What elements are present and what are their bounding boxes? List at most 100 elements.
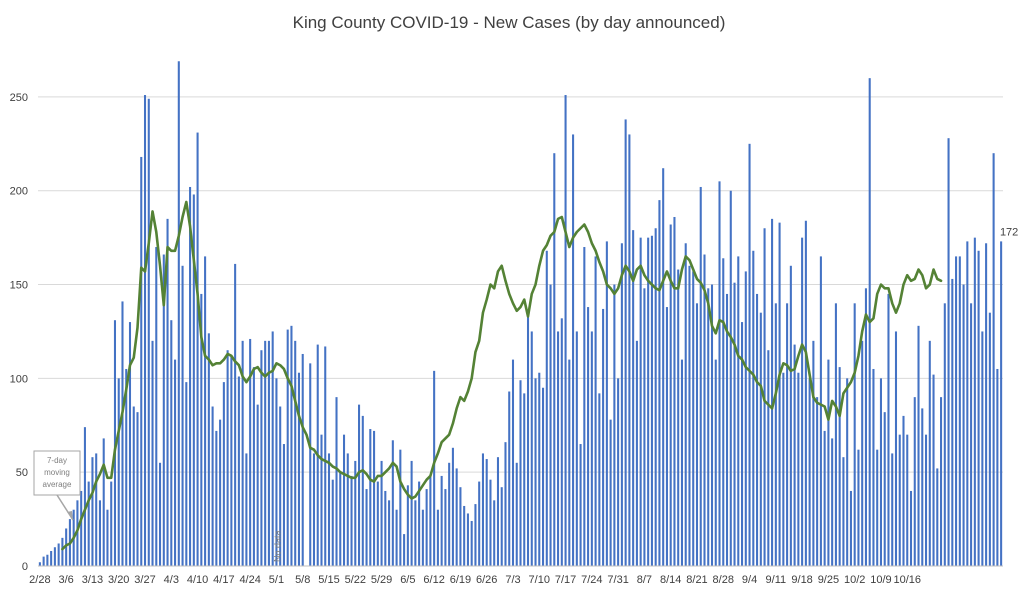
x-tick-label: 3/20 bbox=[108, 574, 129, 586]
bar bbox=[275, 378, 278, 566]
bar bbox=[493, 500, 496, 566]
bar bbox=[767, 350, 770, 566]
bar bbox=[748, 143, 751, 566]
bar bbox=[358, 404, 361, 566]
bar bbox=[981, 331, 984, 566]
bar bbox=[598, 393, 601, 566]
bar bbox=[151, 340, 154, 566]
x-tick-label: 4/24 bbox=[239, 574, 260, 586]
bar bbox=[335, 397, 338, 566]
bar bbox=[312, 453, 316, 566]
x-tick-label: 9/4 bbox=[742, 574, 757, 586]
bar bbox=[38, 562, 41, 566]
bar bbox=[940, 397, 943, 566]
bar bbox=[189, 186, 192, 566]
bar bbox=[83, 427, 86, 566]
bar bbox=[958, 256, 961, 566]
bar bbox=[530, 331, 533, 566]
bar bbox=[204, 256, 207, 566]
bar bbox=[872, 368, 875, 566]
bar bbox=[966, 241, 969, 566]
bar bbox=[808, 378, 811, 566]
x-tick-label: 9/11 bbox=[766, 574, 787, 586]
bar bbox=[286, 329, 289, 566]
bar bbox=[786, 303, 789, 566]
x-tick-label: 7/31 bbox=[607, 574, 628, 586]
bar bbox=[80, 490, 83, 566]
bar bbox=[174, 359, 177, 566]
bar bbox=[519, 380, 522, 566]
x-tick-label: 3/6 bbox=[59, 574, 74, 586]
bar bbox=[793, 344, 796, 566]
bar bbox=[249, 338, 252, 566]
y-tick-label: 100 bbox=[10, 373, 28, 385]
bar bbox=[857, 449, 860, 566]
bar bbox=[632, 230, 635, 566]
bar bbox=[564, 95, 567, 566]
bar bbox=[816, 397, 819, 566]
annotation-callout-box bbox=[33, 450, 81, 496]
bar bbox=[804, 220, 807, 566]
bar bbox=[789, 265, 792, 566]
bar bbox=[290, 325, 293, 566]
bar bbox=[819, 256, 822, 566]
bar bbox=[725, 293, 729, 566]
bar bbox=[849, 490, 852, 566]
bar bbox=[710, 284, 714, 566]
bar bbox=[752, 250, 755, 566]
bar bbox=[560, 318, 563, 566]
chart-title: King County COVID-19 - New Cases (by day… bbox=[293, 13, 726, 32]
bar bbox=[996, 368, 999, 566]
bar-series bbox=[38, 61, 1003, 567]
bar bbox=[951, 278, 954, 566]
bar bbox=[237, 376, 240, 566]
bar bbox=[279, 406, 282, 566]
y-tick-label: 150 bbox=[10, 280, 28, 292]
bar bbox=[87, 481, 90, 566]
bar bbox=[260, 350, 263, 566]
bar bbox=[95, 453, 98, 566]
bar bbox=[718, 181, 721, 566]
bar bbox=[403, 534, 406, 566]
bar bbox=[65, 528, 68, 566]
bar bbox=[421, 509, 424, 566]
x-tick-label: 6/5 bbox=[400, 574, 415, 586]
bar bbox=[470, 520, 473, 566]
bar bbox=[121, 301, 124, 566]
x-tick-label: 8/7 bbox=[637, 574, 652, 586]
bar bbox=[297, 372, 300, 566]
bar bbox=[658, 200, 661, 567]
bar bbox=[140, 156, 143, 566]
bar bbox=[534, 378, 537, 566]
bar bbox=[703, 254, 706, 566]
x-tick-label: 3/27 bbox=[134, 574, 155, 586]
bar bbox=[117, 378, 120, 566]
bar bbox=[207, 333, 210, 566]
bar bbox=[391, 440, 394, 566]
bar bbox=[42, 556, 45, 566]
x-tick-label: 5/15 bbox=[318, 574, 339, 586]
bar bbox=[523, 393, 526, 566]
bar bbox=[677, 269, 680, 566]
bar bbox=[729, 190, 732, 567]
bar bbox=[481, 453, 484, 566]
bar bbox=[301, 353, 304, 566]
bar bbox=[373, 430, 376, 566]
bar bbox=[418, 481, 421, 566]
bar bbox=[650, 235, 653, 566]
bar bbox=[831, 438, 834, 566]
bar bbox=[921, 408, 924, 566]
bar bbox=[125, 368, 128, 566]
bar bbox=[132, 406, 135, 566]
gridlines bbox=[38, 96, 1003, 473]
bar bbox=[913, 397, 916, 566]
bar bbox=[327, 453, 331, 566]
bar bbox=[635, 340, 638, 566]
bar bbox=[620, 243, 623, 566]
bar bbox=[594, 256, 597, 566]
x-tick-label: 5/29 bbox=[371, 574, 392, 586]
bar bbox=[973, 237, 976, 566]
bar bbox=[823, 430, 826, 566]
annotation-callout-text: moving bbox=[44, 468, 70, 477]
bar bbox=[992, 153, 995, 566]
